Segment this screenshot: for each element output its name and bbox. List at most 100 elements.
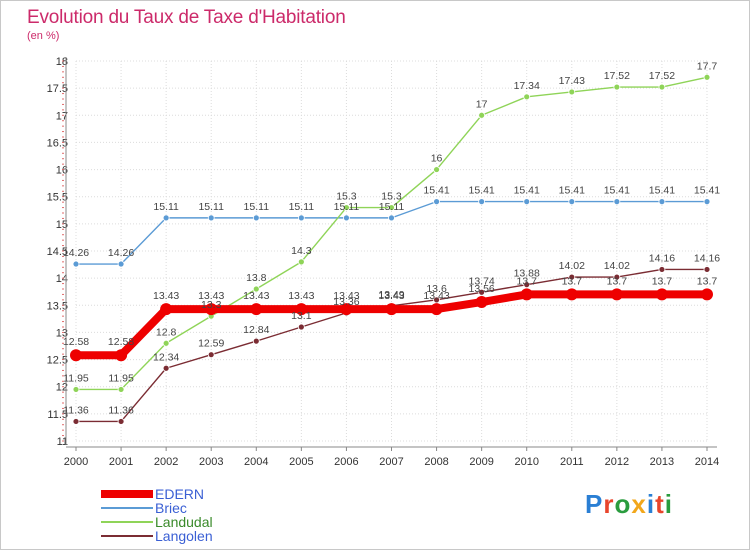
x-tick-label: 2001 xyxy=(109,456,133,468)
data-label-langolen: 13.1 xyxy=(291,310,312,322)
y-tick-label: 14 xyxy=(56,273,68,285)
data-label-briec: 15.41 xyxy=(559,185,585,197)
data-label-briec: 14.26 xyxy=(63,247,89,259)
legend-swatch xyxy=(101,490,153,498)
data-label-edern: 13.43 xyxy=(153,290,179,302)
data-point-briec xyxy=(72,260,80,268)
x-tick-label: 2013 xyxy=(650,456,674,468)
data-point-edern xyxy=(430,303,443,316)
data-label-edern: 13.43 xyxy=(423,290,449,302)
data-point-briec xyxy=(162,214,170,222)
legend-label: Briec xyxy=(155,500,187,516)
data-point-edern xyxy=(565,288,578,301)
data-point-langolen xyxy=(162,364,170,372)
data-label-briec: 15.41 xyxy=(694,185,720,197)
data-label-langolen: 14.02 xyxy=(559,260,585,272)
data-label-briec: 15.41 xyxy=(604,185,630,197)
data-point-edern xyxy=(520,288,533,301)
data-label-briec: 15.11 xyxy=(379,201,405,213)
y-tick-label: 17 xyxy=(56,110,68,122)
data-point-edern xyxy=(70,349,82,362)
logo-letter: r xyxy=(603,489,615,519)
data-point-briec xyxy=(343,214,350,222)
data-point-langolen xyxy=(117,418,125,425)
data-label-langolen: 11.36 xyxy=(108,404,134,416)
data-point-langolen xyxy=(523,281,531,289)
data-point-langolen xyxy=(72,418,80,425)
data-point-langolen xyxy=(478,288,486,296)
data-point-briec xyxy=(207,214,215,222)
data-point-landudal xyxy=(343,204,350,211)
y-tick-label: 15.5 xyxy=(47,192,68,204)
data-point-landudal xyxy=(388,204,395,211)
data-label-edern: 13.43 xyxy=(378,290,404,302)
x-tick-label: 2002 xyxy=(154,456,178,468)
data-point-briec xyxy=(703,198,711,206)
data-point-briec xyxy=(568,198,576,206)
legend-label: EDERN xyxy=(155,486,205,502)
data-label-briec: 15.11 xyxy=(153,201,179,213)
data-point-edern xyxy=(701,288,713,301)
data-label-briec: 15.11 xyxy=(334,201,360,213)
data-point-edern xyxy=(610,288,623,301)
data-point-briec xyxy=(297,214,305,222)
x-tick-label: 2007 xyxy=(379,456,403,468)
x-tick-label: 2014 xyxy=(695,456,719,468)
data-point-briec xyxy=(252,214,260,222)
proxiti-logo: Proxiti xyxy=(585,489,673,520)
data-point-landudal xyxy=(703,73,711,81)
x-tick-label: 2010 xyxy=(514,456,538,468)
chart-subtitle: (en %) xyxy=(27,30,60,42)
data-label-langolen: 13.74 xyxy=(469,275,495,287)
data-label-landudal: 15.3 xyxy=(336,191,357,203)
y-tick-label: 13.5 xyxy=(47,300,68,312)
x-tick-label: 2012 xyxy=(605,456,629,468)
data-point-edern xyxy=(385,303,398,316)
y-tick-label: 12 xyxy=(56,382,68,394)
data-label-landudal: 17.7 xyxy=(697,60,718,72)
data-point-edern xyxy=(115,349,128,362)
y-tick-label: 17.5 xyxy=(47,83,68,95)
data-point-landudal xyxy=(478,111,486,119)
logo-letter: P xyxy=(585,489,604,519)
data-point-langolen xyxy=(433,296,440,304)
data-label-langolen: 14.16 xyxy=(694,252,720,264)
y-tick-label: 14.5 xyxy=(47,246,68,258)
data-label-landudal: 11.95 xyxy=(63,372,89,384)
legend-label: Landudal xyxy=(155,514,213,530)
data-label-edern: 13.7 xyxy=(562,275,583,287)
data-label-landudal: 17.52 xyxy=(604,70,630,82)
x-tick-label: 2003 xyxy=(199,456,223,468)
data-point-landudal xyxy=(568,88,576,96)
data-point-briec xyxy=(117,260,125,268)
data-point-langolen xyxy=(658,266,666,273)
data-label-landudal: 13.8 xyxy=(246,272,267,284)
legend-label: Langolen xyxy=(155,528,213,544)
data-label-landudal: 17 xyxy=(476,98,488,110)
data-label-landudal: 14.3 xyxy=(291,245,312,257)
data-label-langolen: 14.02 xyxy=(604,260,630,272)
data-label-briec: 15.41 xyxy=(514,185,540,197)
logo-letter: t xyxy=(655,489,665,519)
data-point-landudal xyxy=(297,258,305,266)
logo-letter: i xyxy=(646,489,656,519)
logo-letter: i xyxy=(664,489,673,519)
x-tick-label: 2000 xyxy=(64,456,88,468)
data-label-edern: 13.56 xyxy=(469,283,495,295)
y-tick-label: 11 xyxy=(57,436,68,448)
data-label-edern: 13.43 xyxy=(333,290,359,302)
y-tick-label: 16.5 xyxy=(47,137,68,149)
legend-swatch xyxy=(101,535,153,537)
data-point-edern xyxy=(295,303,308,316)
data-label-landudal: 17.34 xyxy=(514,80,540,92)
data-label-landudal: 15.3 xyxy=(381,191,402,203)
data-point-edern xyxy=(475,296,488,309)
data-label-edern: 13.7 xyxy=(697,275,718,287)
y-tick-label: 13 xyxy=(56,327,68,339)
data-label-briec: 15.41 xyxy=(649,185,675,197)
data-label-langolen: 13.88 xyxy=(514,268,540,280)
data-label-landudal: 17.43 xyxy=(559,75,585,87)
data-point-briec xyxy=(523,198,531,206)
data-point-briec xyxy=(658,198,666,206)
